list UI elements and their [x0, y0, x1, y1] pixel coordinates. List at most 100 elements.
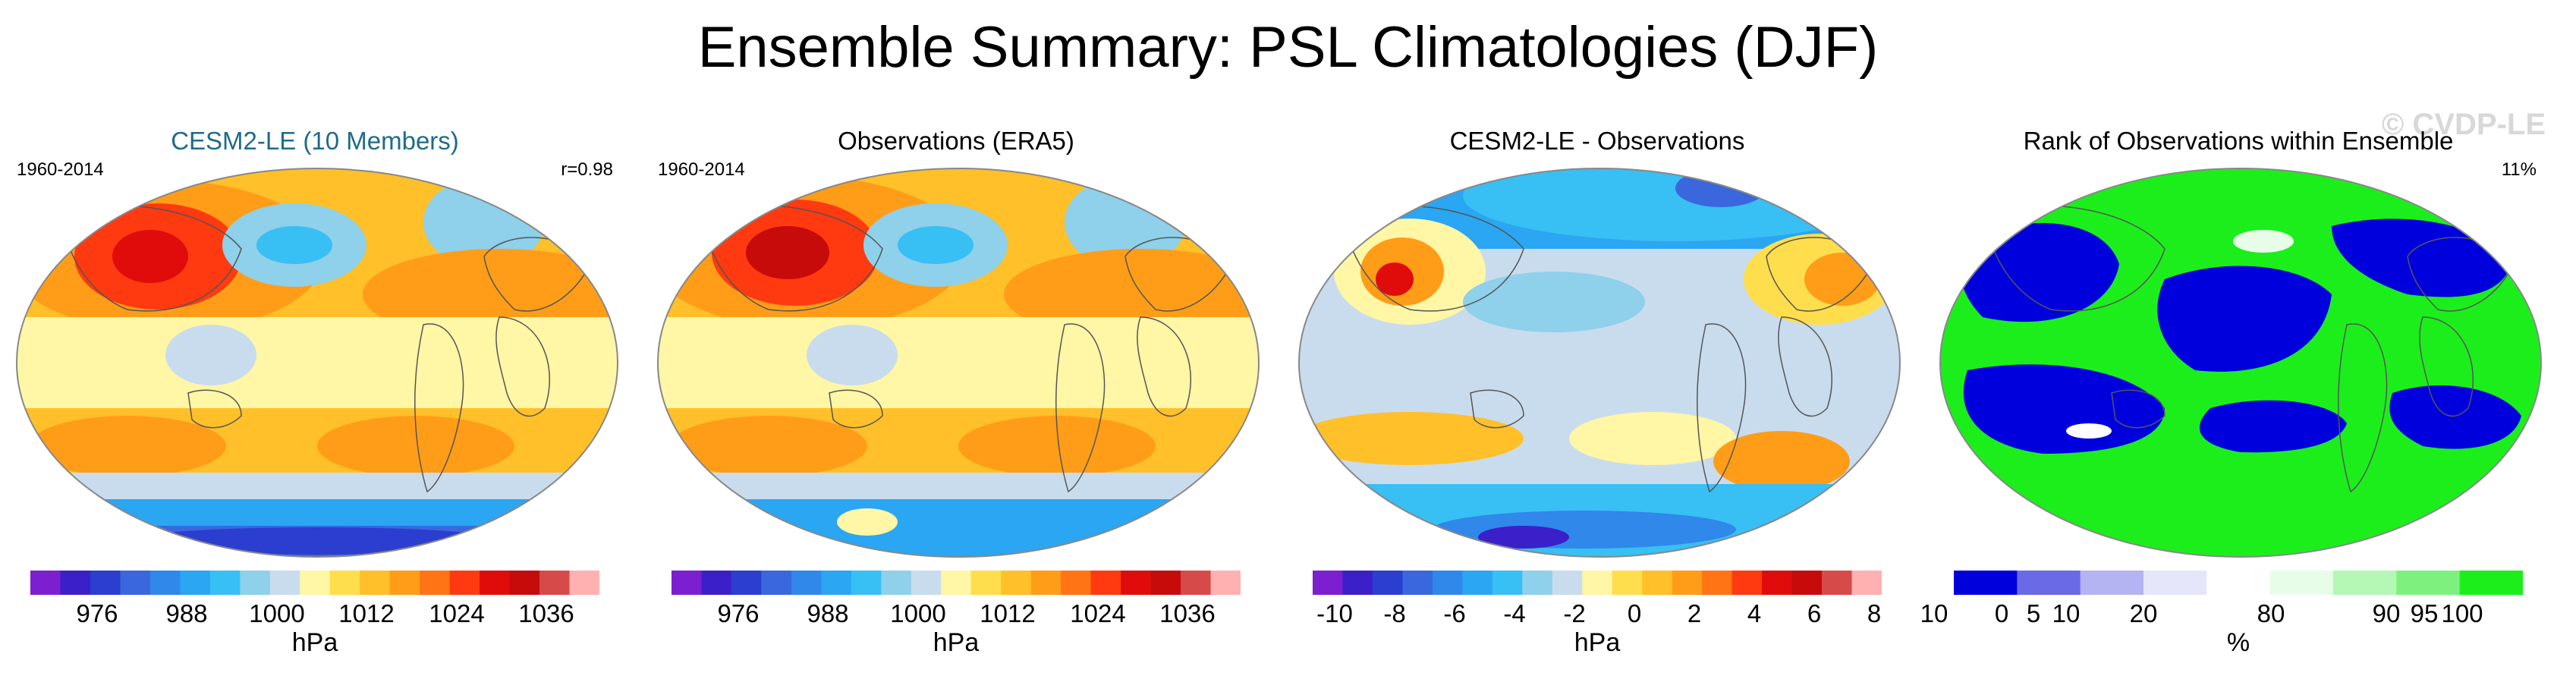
colorbar-tick: -6 [1443, 599, 1466, 627]
colorbar-unit: hPa [1574, 628, 1621, 657]
colorbar-swatch [1762, 571, 1793, 595]
colorbar-tick: 976 [717, 599, 760, 627]
colorbar-swatch [1492, 571, 1523, 595]
colorbar-tick: 1012 [338, 599, 395, 627]
colorbar-swatch [1090, 571, 1121, 595]
colorbar-swatch [1731, 571, 1763, 595]
colorbar-swatch [1432, 571, 1463, 595]
colorbar-swatch [539, 571, 571, 595]
colorbar-tick: 10 [2052, 599, 2081, 627]
colorbar-swatch [389, 571, 420, 595]
colorbar-unit: hPa [933, 628, 980, 657]
percentage-label: 11% [2501, 159, 2537, 180]
colorbar-unit: % [2226, 628, 2250, 657]
colorbar-tick: 0 [1627, 599, 1642, 627]
colorbar-swatch [1791, 571, 1823, 595]
colorbar-swatch [881, 571, 912, 595]
colorbar-tick: 100 [2441, 599, 2483, 627]
map-psl-era5 [657, 168, 1260, 558]
figure-title: Ensemble Summary: PSL Climatologies (DJF… [697, 15, 1879, 80]
colorbar-rank [1954, 571, 2523, 595]
colorbar-swatch [1210, 571, 1241, 595]
colorbar-tick: 1012 [980, 599, 1036, 627]
colorbar-swatch [911, 571, 942, 595]
colorbar-swatch [2459, 571, 2523, 595]
map-psl-cesm2 [16, 168, 618, 558]
colorbar-tick: 6 [1807, 599, 1822, 627]
panel-title: CESM2-LE (10 Members) [171, 127, 459, 155]
panel-rank: Rank of Observations within Ensemble 11%… [1923, 121, 2553, 668]
colorbar-tick: 1024 [1070, 599, 1126, 627]
colorbar-swatch [1642, 571, 1673, 595]
colorbar-swatch [1030, 571, 1062, 595]
colorbar-swatch [941, 571, 972, 595]
colorbar-swatch [60, 571, 91, 595]
colorbar-swatch [180, 571, 211, 595]
panel-title: CESM2-LE - Observations [1449, 127, 1745, 155]
colorbar-swatch [420, 571, 451, 595]
colorbar-tick: 20 [2129, 599, 2158, 627]
colorbar-swatch [1582, 571, 1613, 595]
colorbar-swatch [1672, 571, 1703, 595]
colorbar-swatch [360, 571, 391, 595]
colorbar-swatch [761, 571, 792, 595]
colorbar-tick: 1024 [429, 599, 485, 627]
colorbar-swatch [1822, 571, 1853, 595]
colorbar-swatch [1181, 571, 1212, 595]
colorbar-difference [1313, 571, 1882, 595]
colorbar-swatch [2396, 571, 2461, 595]
colorbar-tick: -4 [1503, 599, 1526, 627]
colorbar-swatch [569, 571, 599, 595]
colorbar-swatch [1552, 571, 1583, 595]
colorbar-tick: 1036 [518, 599, 574, 627]
colorbar-swatch [821, 571, 852, 595]
colorbar-swatch [2080, 571, 2144, 595]
colorbar-swatch [1342, 571, 1373, 595]
colorbar-swatch [1313, 571, 1343, 595]
panel-cesm2-le: CESM2-LE (10 Members) 1960-2014 r=0.98 [0, 121, 630, 668]
colorbar-tick: 8 [1867, 599, 1882, 627]
colorbar-tick: 0 [1994, 599, 2009, 627]
colorbar-swatch [1402, 571, 1433, 595]
colorbar-swatch [2144, 571, 2207, 595]
colorbar-swatch [1001, 571, 1032, 595]
colorbar-psl [30, 571, 599, 595]
correlation-label: r=0.98 [561, 159, 613, 180]
period-label: 1960-2014 [658, 159, 745, 180]
colorbar-tick: 988 [165, 599, 208, 627]
colorbar-tick: 976 [76, 599, 118, 627]
colorbar-swatch [1702, 571, 1733, 595]
colorbar-tick: 95 [2410, 599, 2439, 627]
colorbar-tick: 90 [2372, 599, 2401, 627]
colorbar-swatch [480, 571, 511, 595]
colorbar-swatch [329, 571, 360, 595]
colorbar-swatch [1121, 571, 1152, 595]
colorbar-swatch [90, 571, 121, 595]
colorbar-swatch [1150, 571, 1181, 595]
colorbar-swatch [791, 571, 822, 595]
colorbar-swatch [240, 571, 271, 595]
colorbar-swatch [1372, 571, 1403, 595]
period-label: 1960-2014 [17, 159, 104, 180]
colorbar-tick: -10 [1316, 599, 1353, 627]
colorbar-tick: 988 [807, 599, 849, 627]
colorbar-swatch [1462, 571, 1493, 595]
colorbar-swatch [300, 571, 331, 595]
colorbar-tick: 5 [2026, 599, 2041, 627]
colorbar-swatch [701, 571, 732, 595]
colorbar-swatch [851, 571, 882, 595]
colorbar-swatch [1061, 571, 1092, 595]
colorbar-tick: -2 [1563, 599, 1586, 627]
colorbar-swatch [2206, 571, 2271, 595]
panel-title: Rank of Observations within Ensemble [2023, 127, 2454, 155]
colorbar-swatch [2333, 571, 2397, 595]
colorbar-swatch [30, 571, 61, 595]
colorbar-swatch [269, 571, 300, 595]
colorbar-swatch [449, 571, 480, 595]
colorbar-tick: -8 [1383, 599, 1406, 627]
colorbar-swatch [970, 571, 1002, 595]
colorbar-swatch [2017, 571, 2081, 595]
map-psl-difference [1298, 168, 1901, 558]
map-rank [1939, 168, 2542, 558]
colorbar-swatch [1851, 571, 1882, 595]
